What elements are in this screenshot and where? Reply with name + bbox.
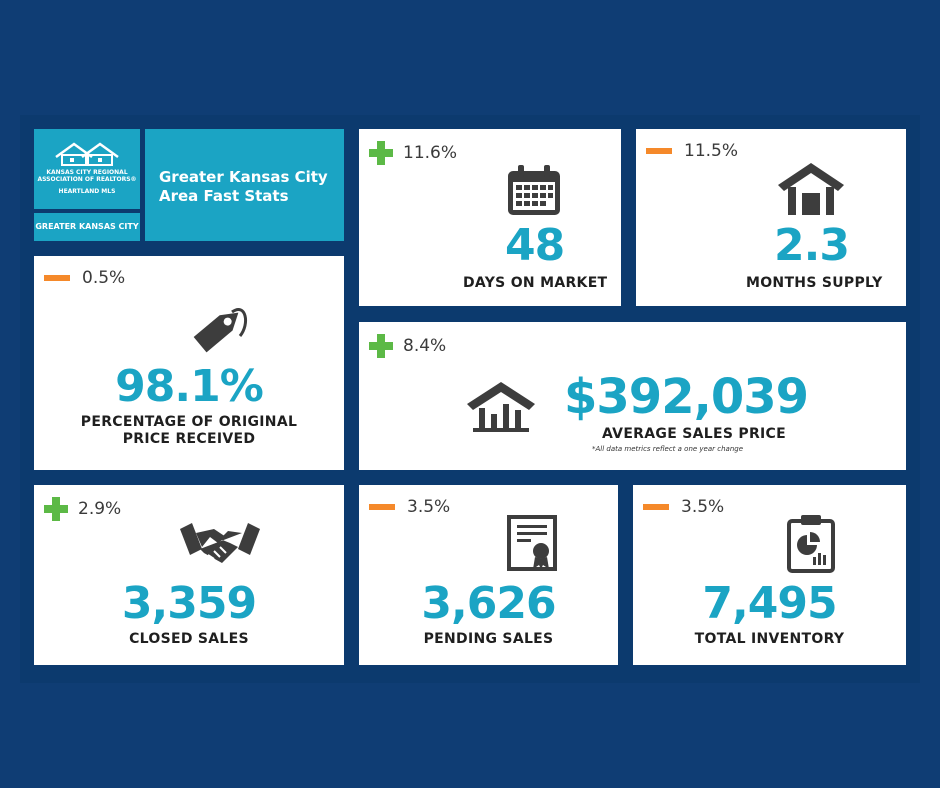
- change-value: 3.5%: [407, 497, 451, 517]
- change-value: 11.5%: [684, 141, 739, 161]
- stat-label: MONTHS SUPPLY: [746, 275, 883, 291]
- percentage-original-price-card: 0.5% 98.1% PERCENTAGE OF ORIGINAL PRICE …: [34, 256, 344, 470]
- change-value: 3.5%: [681, 497, 725, 517]
- stat-label: PENDING SALES: [423, 631, 554, 647]
- days-on-market-card: 11.6% 48 DAYS ON MARKET: [359, 129, 621, 306]
- stat-label: AVERAGE SALES PRICE: [602, 426, 786, 442]
- stat-value: 7,495: [702, 578, 837, 629]
- decrease-icon: [646, 148, 672, 154]
- change-indicator: 3.5%: [369, 497, 450, 517]
- stat-value: 3,626: [421, 578, 556, 629]
- page-title-line1: Greater Kansas City: [159, 168, 328, 186]
- handshake-icon: [180, 523, 260, 563]
- calendar-icon: [508, 165, 560, 215]
- change-value: 11.6%: [403, 143, 458, 163]
- total-inventory-card: 3.5% 7,495 TOTAL INVENTORY: [633, 485, 906, 665]
- change-indicator: 3.5%: [643, 497, 724, 517]
- logo-org-line2: ASSOCIATION OF REALTORS®: [37, 176, 137, 183]
- stat-label: CLOSED SALES: [129, 631, 249, 647]
- header-title-block: Greater Kansas City Area Fast Stats: [145, 129, 344, 241]
- change-value: 8.4%: [403, 336, 447, 356]
- stat-value: 2.3: [774, 220, 850, 271]
- region-badge: GREATER KANSAS CITY: [34, 213, 140, 241]
- closed-sales-card: 2.9% 3,359 CLOSED SALES: [34, 485, 344, 665]
- logo-mls: HEARTLAND MLS: [58, 188, 116, 195]
- stat-label-line1: PERCENTAGE OF ORIGINAL: [80, 414, 298, 430]
- increase-icon: [44, 497, 68, 521]
- average-sales-price-card: 8.4% $392,039 AVERAGE SALES PRICE *All d…: [359, 322, 906, 470]
- logo-block: KANSAS CITY REGIONAL ASSOCIATION OF REAL…: [34, 129, 140, 209]
- stat-value: 98.1%: [115, 361, 264, 412]
- decrease-icon: [44, 275, 70, 281]
- certificate-icon: [507, 515, 557, 571]
- decrease-icon: [643, 504, 669, 510]
- increase-icon: [369, 334, 393, 358]
- months-supply-card: 11.5% 2.3 MONTHS SUPPLY: [636, 129, 906, 306]
- stat-value: $392,039: [564, 369, 809, 425]
- change-indicator: 8.4%: [369, 334, 446, 358]
- houses-logo-icon: [55, 142, 119, 166]
- change-value: 2.9%: [78, 499, 122, 519]
- price-tag-icon: [193, 308, 248, 353]
- stat-label: TOTAL INVENTORY: [694, 631, 845, 647]
- pending-sales-card: 3.5% 3,626 PENDING SALES: [359, 485, 618, 665]
- house-icon: [778, 163, 844, 215]
- change-indicator: 2.9%: [44, 497, 121, 521]
- change-indicator: 11.5%: [646, 141, 738, 161]
- page-title-line2: Area Fast Stats: [159, 187, 289, 205]
- change-value: 0.5%: [82, 268, 126, 288]
- logo-org-line1: KANSAS CITY REGIONAL: [46, 169, 128, 176]
- region-label: GREATER KANSAS CITY: [35, 222, 139, 231]
- house-chart-icon: [467, 382, 535, 432]
- clipboard-chart-icon: [787, 515, 835, 573]
- stat-value: 48: [505, 220, 565, 271]
- increase-icon: [369, 141, 393, 165]
- change-indicator: 0.5%: [44, 268, 125, 288]
- stat-label-line2: PRICE RECEIVED: [122, 431, 256, 447]
- footnote: *All data metrics reflect a one year cha…: [592, 445, 744, 453]
- change-indicator: 11.6%: [369, 141, 457, 165]
- decrease-icon: [369, 504, 395, 510]
- stat-label: DAYS ON MARKET: [463, 275, 608, 291]
- stat-value: 3,359: [121, 578, 257, 629]
